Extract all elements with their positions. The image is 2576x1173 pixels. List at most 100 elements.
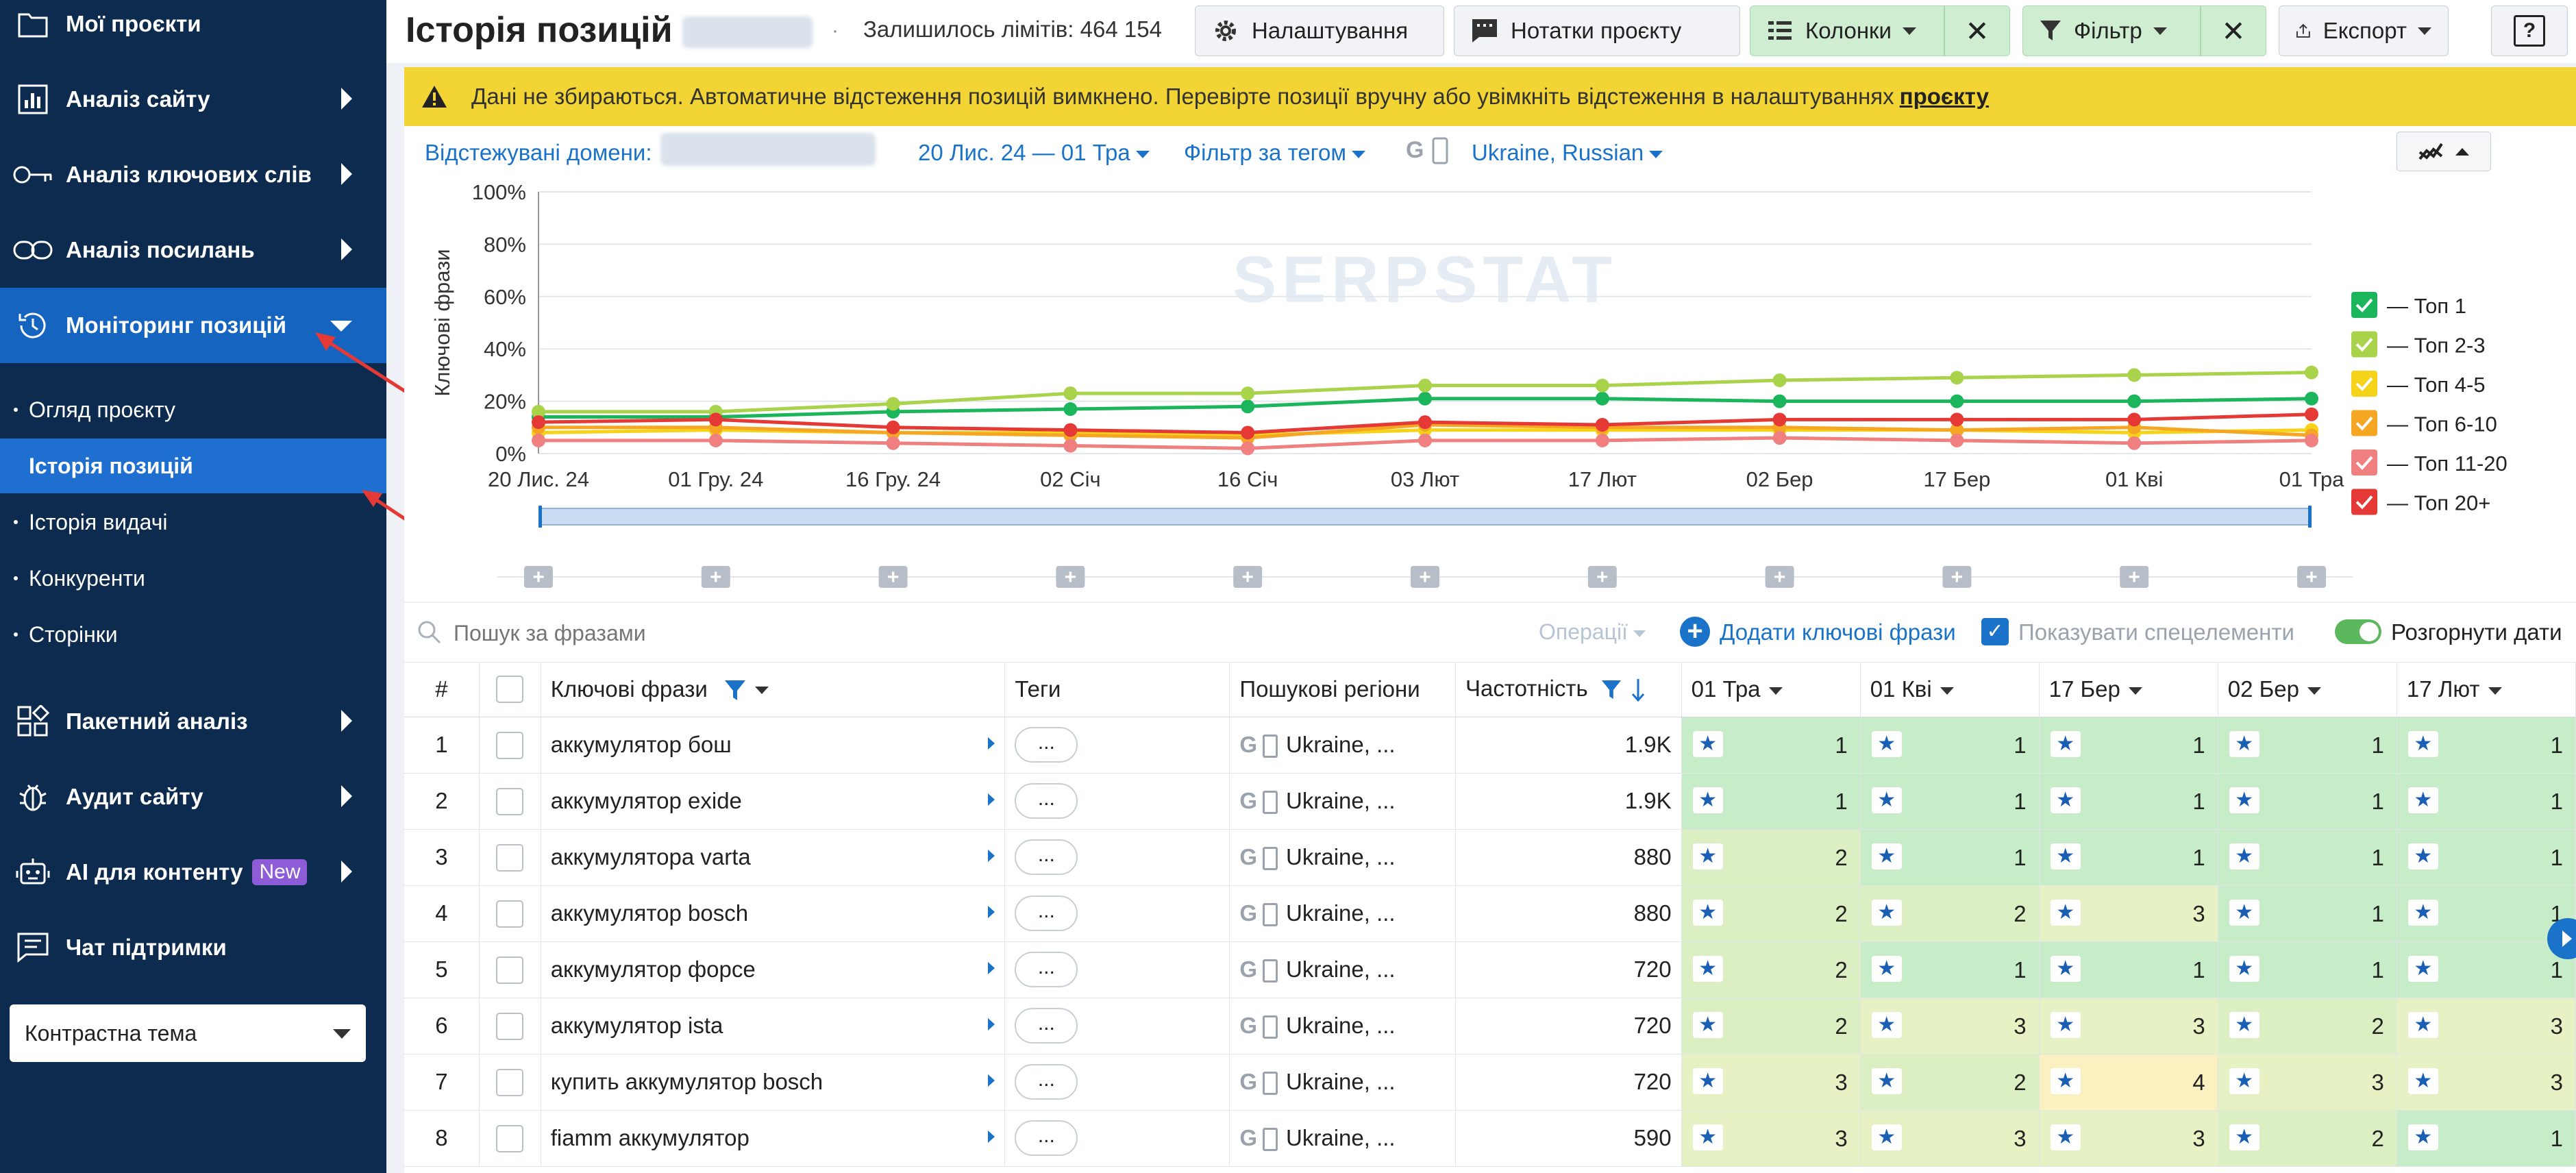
tags-button[interactable]: ... xyxy=(1015,1120,1078,1156)
star-icon[interactable]: ★ xyxy=(1871,955,1902,982)
filter-icon[interactable] xyxy=(723,679,747,702)
row-checkbox[interactable] xyxy=(496,900,524,928)
row-checkbox[interactable] xyxy=(496,787,524,815)
position-cell[interactable]: ★ 2 xyxy=(1860,1054,2040,1111)
position-cell[interactable]: ★ 1 xyxy=(1860,717,2040,774)
star-icon[interactable]: ★ xyxy=(2407,730,2438,757)
add-keywords-button[interactable]: Додати ключові фрази xyxy=(1720,619,1956,645)
chevron-down-icon[interactable] xyxy=(755,687,769,695)
keyword-cell[interactable]: fiamm аккумулятор xyxy=(541,1110,1006,1167)
position-cell[interactable]: ★ 4 xyxy=(2039,1054,2218,1111)
warning-project-link[interactable]: проєкту xyxy=(1899,84,1989,109)
keyword-cell[interactable]: аккумулятор exide xyxy=(541,773,1006,830)
star-icon[interactable]: ★ xyxy=(2229,899,2259,926)
star-icon[interactable]: ★ xyxy=(2050,730,2081,757)
tags-button[interactable]: ... xyxy=(1015,896,1078,931)
position-cell[interactable]: ★ 1 xyxy=(2218,773,2397,830)
star-icon[interactable]: ★ xyxy=(2407,1067,2438,1094)
project-notes-button[interactable]: Нотатки проєкту xyxy=(1454,5,1740,56)
export-button[interactable]: Експорт xyxy=(2279,5,2449,56)
position-cell[interactable]: ★ 2 xyxy=(1681,829,1861,886)
chevron-right-icon[interactable] xyxy=(988,737,995,750)
position-cell[interactable]: ★ 1 xyxy=(2039,717,2218,774)
keyword-search-input[interactable] xyxy=(452,615,797,651)
position-cell[interactable]: ★ 1 xyxy=(1681,773,1861,830)
sidebar-subitem-serp-history[interactable]: Історія видачі xyxy=(0,495,386,550)
tags-button[interactable]: ... xyxy=(1015,952,1078,987)
sidebar-item-support-chat[interactable]: Чат підтримки xyxy=(0,910,386,985)
row-checkbox[interactable] xyxy=(496,1012,524,1040)
position-cell[interactable]: ★ 3 xyxy=(2039,1110,2218,1167)
sidebar-item-batch-analysis[interactable]: Пакетний аналіз xyxy=(0,684,386,759)
tags-button[interactable]: ... xyxy=(1015,783,1078,819)
star-icon[interactable]: ★ xyxy=(2229,730,2259,757)
position-cell[interactable]: ★ 1 xyxy=(2039,773,2218,830)
position-cell[interactable]: ★ 2 xyxy=(1681,885,1861,942)
settings-button[interactable]: Налаштування xyxy=(1195,5,1444,56)
chevron-right-icon[interactable] xyxy=(988,1018,995,1030)
date-range-select[interactable]: 20 Лис. 24 — 01 Тра xyxy=(918,140,1150,166)
position-cell[interactable]: ★ 3 xyxy=(2397,998,2576,1054)
star-icon[interactable]: ★ xyxy=(1692,1067,1723,1094)
chevron-right-icon[interactable] xyxy=(988,962,995,974)
chevron-right-icon[interactable] xyxy=(988,1131,995,1143)
position-cell[interactable]: ★ 2 xyxy=(1860,885,2040,942)
sidebar-item-ai-content[interactable]: AI для контенту New xyxy=(0,835,386,910)
keyword-cell[interactable]: аккумулятор bosch xyxy=(541,885,1006,942)
col-header-date[interactable]: 02 Бер xyxy=(2218,662,2397,717)
chevron-right-icon[interactable] xyxy=(988,850,995,862)
col-header-date[interactable]: 17 Бер xyxy=(2039,662,2218,717)
sidebar-item-my-projects[interactable]: Мої проєкти xyxy=(0,0,386,62)
sidebar-item-link-analysis[interactable]: Аналіз посилань xyxy=(0,212,386,288)
sidebar-item-site-audit[interactable]: Аудит сайту xyxy=(0,759,386,835)
star-icon[interactable]: ★ xyxy=(1692,955,1723,982)
star-icon[interactable]: ★ xyxy=(1871,730,1902,757)
star-icon[interactable]: ★ xyxy=(2407,1011,2438,1038)
star-icon[interactable]: ★ xyxy=(1871,1011,1902,1038)
row-checkbox[interactable] xyxy=(496,1124,524,1152)
expand-dates-toggle[interactable] xyxy=(2335,619,2381,644)
star-icon[interactable]: ★ xyxy=(2229,1067,2259,1094)
tag-filter-select[interactable]: Фільтр за тегом xyxy=(1184,140,1366,166)
tags-button[interactable]: ... xyxy=(1015,839,1078,875)
position-cell[interactable]: ★ 3 xyxy=(1860,998,2040,1054)
position-cell[interactable]: ★ 1 xyxy=(1860,829,2040,886)
row-checkbox[interactable] xyxy=(496,731,524,759)
keyword-cell[interactable]: аккумулятор ista xyxy=(541,998,1006,1054)
select-all-checkbox[interactable] xyxy=(496,676,524,704)
position-cell[interactable]: ★ 1 xyxy=(2397,717,2576,774)
sidebar-subitem-overview[interactable]: Огляд проєкту xyxy=(0,382,386,437)
sidebar-item-site-analysis[interactable]: Аналіз сайту xyxy=(0,62,386,137)
star-icon[interactable]: ★ xyxy=(2407,899,2438,926)
star-icon[interactable]: ★ xyxy=(1871,1067,1902,1094)
show-special-checkbox[interactable]: ✓ xyxy=(1981,618,2009,645)
sidebar-item-keyword-analysis[interactable]: Аналіз ключових слів xyxy=(0,137,386,212)
star-icon[interactable]: ★ xyxy=(2407,955,2438,982)
position-cell[interactable]: ★ 3 xyxy=(2397,1054,2576,1111)
position-cell[interactable]: ★ 1 xyxy=(2397,1110,2576,1167)
keyword-cell[interactable]: аккумулятор бош xyxy=(541,717,1006,774)
tracked-domains-label[interactable]: Відстежувані домени: xyxy=(425,140,652,165)
star-icon[interactable]: ★ xyxy=(1692,1011,1723,1038)
position-cell[interactable]: ★ 1 xyxy=(2397,941,2576,998)
col-header-volume[interactable]: Частотність xyxy=(1455,662,1682,717)
filter-button[interactable]: Фільтр xyxy=(2022,5,2201,56)
position-cell[interactable]: ★ 3 xyxy=(1860,1110,2040,1167)
position-cell[interactable]: ★ 1 xyxy=(2397,829,2576,886)
position-cell[interactable]: ★ 1 xyxy=(1860,773,2040,830)
col-header-keyword[interactable]: Ключові фрази xyxy=(541,662,1006,717)
chevron-right-icon[interactable] xyxy=(988,1074,995,1087)
star-icon[interactable]: ★ xyxy=(2050,1011,2081,1038)
position-cell[interactable]: ★ 2 xyxy=(1681,941,1861,998)
keyword-cell[interactable]: аккумулятора varta xyxy=(541,829,1006,886)
chart-type-toggle[interactable] xyxy=(2397,132,2491,171)
star-icon[interactable]: ★ xyxy=(2229,1011,2259,1038)
col-header-date[interactable]: 01 Тра xyxy=(1681,662,1861,717)
star-icon[interactable]: ★ xyxy=(2050,1124,2081,1150)
position-cell[interactable]: ★ 3 xyxy=(1681,1110,1861,1167)
star-icon[interactable]: ★ xyxy=(2229,787,2259,813)
sidebar-subitem-competitors[interactable]: Конкуренти xyxy=(0,551,386,606)
region-select[interactable]: Ukraine, Russian xyxy=(1472,140,1663,166)
columns-clear-button[interactable]: ✕ xyxy=(1944,5,2010,56)
position-cell[interactable]: ★ 2 xyxy=(2218,998,2397,1054)
